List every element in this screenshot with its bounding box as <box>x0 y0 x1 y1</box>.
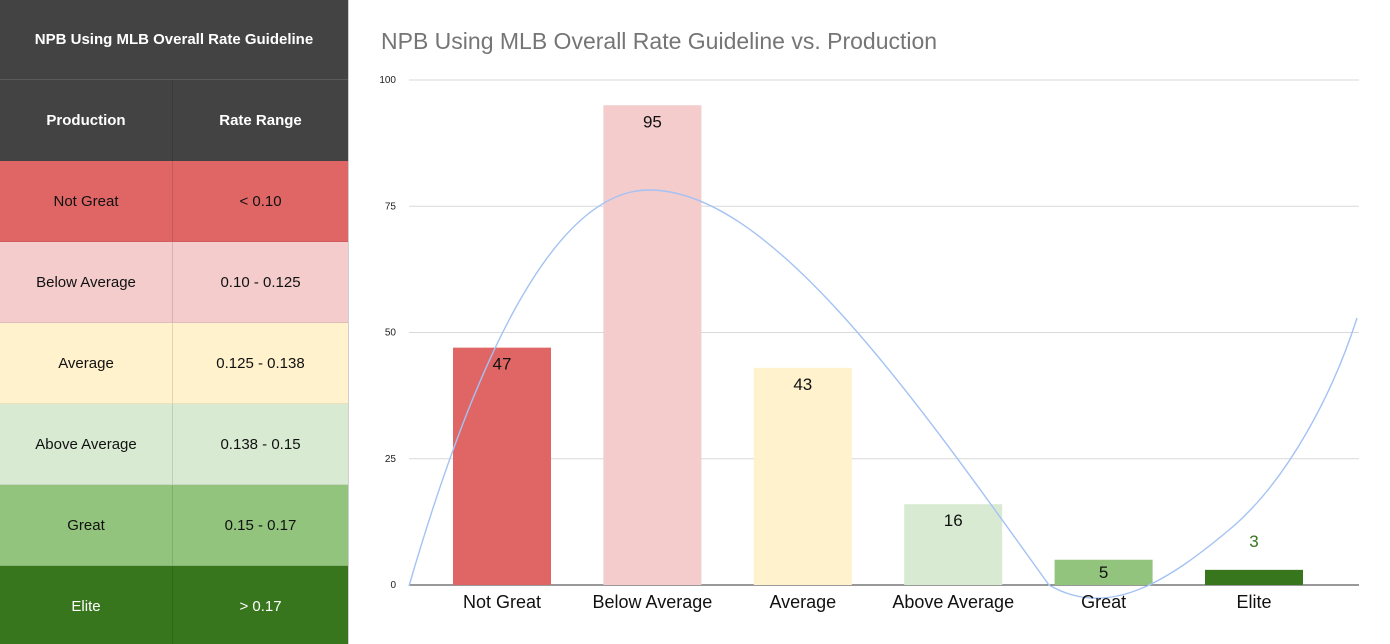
table-row: Elite > 0.17 <box>0 566 348 644</box>
production-cell: Elite <box>0 566 173 644</box>
y-tick-label: 50 <box>385 328 397 339</box>
table-header-row: Production Rate Range <box>0 80 348 161</box>
data-label: 3 <box>1249 532 1258 551</box>
production-cell: Below Average <box>0 242 173 322</box>
table-title: NPB Using MLB Overall Rate Guideline <box>34 31 314 48</box>
bar <box>1054 559 1153 585</box>
rate-range-cell: 0.10 - 0.125 <box>220 273 301 291</box>
x-tick-label: Average <box>769 592 836 612</box>
rate-range-cell: > 0.17 <box>239 597 282 615</box>
table-row: Not Great < 0.10 <box>0 161 348 242</box>
y-tick-label: 100 <box>379 75 396 86</box>
production-cell: Average <box>0 323 173 403</box>
data-label: 47 <box>493 355 512 374</box>
x-tick-label: Above Average <box>892 592 1014 612</box>
table-row: Above Average 0.138 - 0.15 <box>0 404 348 485</box>
bar <box>753 367 852 585</box>
x-tick-label: Great <box>1081 592 1126 612</box>
rate-range-cell: 0.15 - 0.17 <box>224 516 297 534</box>
rate-guideline-table: NPB Using MLB Overall Rate Guideline Pro… <box>0 0 349 644</box>
table-row: Average 0.125 - 0.138 <box>0 323 348 404</box>
x-tick-label: Elite <box>1236 592 1271 612</box>
table-title-row: NPB Using MLB Overall Rate Guideline <box>0 0 348 80</box>
bar <box>904 504 1003 585</box>
data-label: 95 <box>643 112 662 131</box>
header-rate-range: Rate Range <box>219 112 302 129</box>
bar <box>453 347 551 585</box>
bar <box>603 105 702 585</box>
chart-title: NPB Using MLB Overall Rate Guideline vs.… <box>381 28 938 54</box>
rate-range-cell: 0.125 - 0.138 <box>216 354 305 372</box>
data-label: 16 <box>944 511 963 530</box>
production-cell: Great <box>0 485 173 565</box>
y-tick-label: 75 <box>385 201 397 212</box>
rate-range-cell: < 0.10 <box>239 192 282 210</box>
production-cell: Above Average <box>0 404 173 484</box>
trendline <box>408 189 1358 599</box>
data-label: 43 <box>793 375 812 394</box>
bar <box>1205 569 1303 585</box>
production-cell: Not Great <box>0 161 173 241</box>
table-row: Below Average 0.10 - 0.125 <box>0 242 348 323</box>
y-tick-label: 0 <box>390 580 396 591</box>
table-row: Great 0.15 - 0.17 <box>0 485 348 566</box>
y-tick-label: 25 <box>385 454 397 465</box>
bar-chart: 0 25 50 75 100 47 95 43 16 5 3 Not Great Below Avera… <box>379 75 1359 612</box>
rate-range-cell: 0.138 - 0.15 <box>220 435 301 453</box>
x-tick-label: Not Great <box>463 592 541 612</box>
x-tick-label: Below Average <box>593 592 713 612</box>
data-label: 5 <box>1099 563 1108 582</box>
header-production: Production <box>0 80 173 161</box>
